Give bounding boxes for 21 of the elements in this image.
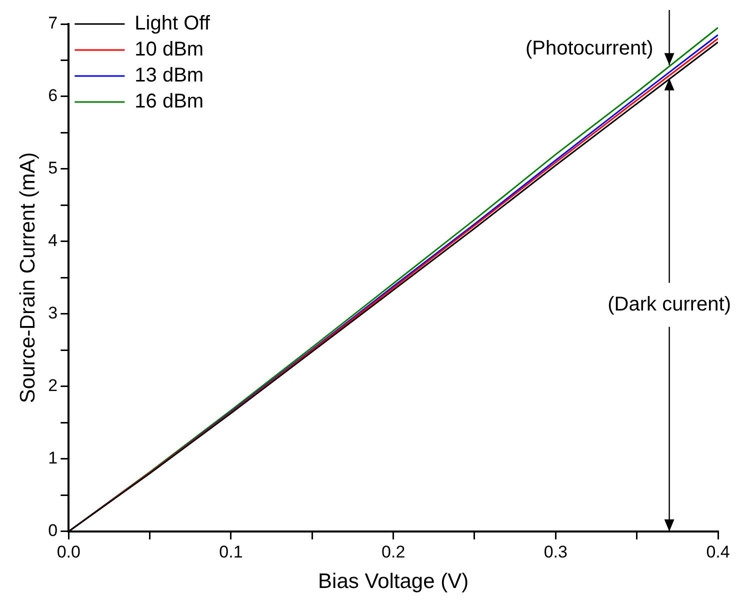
y-tick-label: 1 [48,448,58,468]
legend-label: 13 dBm [134,64,204,87]
legend-label: 10 dBm [134,38,204,61]
y-tick-label: 2 [48,376,58,396]
y-tick-label: 0 [48,521,58,540]
y-tick-label: 3 [48,304,58,323]
y-tick-label: 7 [48,14,58,33]
annotation: (Dark current) [608,293,731,316]
y-tick-label: 4 [48,231,58,250]
legend-label: Light Off [134,12,210,35]
y-tick-label: 5 [48,158,58,178]
x-axis-title: Bias Voltage (V) [318,570,469,594]
annotation: (Photocurrent) [525,38,654,60]
x-tick-label: 0.1 [219,542,243,562]
x-tick-label: 0.4 [706,542,730,562]
text: 0.0 [56,542,80,562]
y-tick-label: 6 [48,86,58,106]
x-tick-label: 0.3 [544,542,568,562]
y-axis-title: Source-Drain Current (mA) [16,152,40,404]
x-tick-label: 0.2 [382,542,406,562]
legend-label: 16 dBm [134,90,204,113]
